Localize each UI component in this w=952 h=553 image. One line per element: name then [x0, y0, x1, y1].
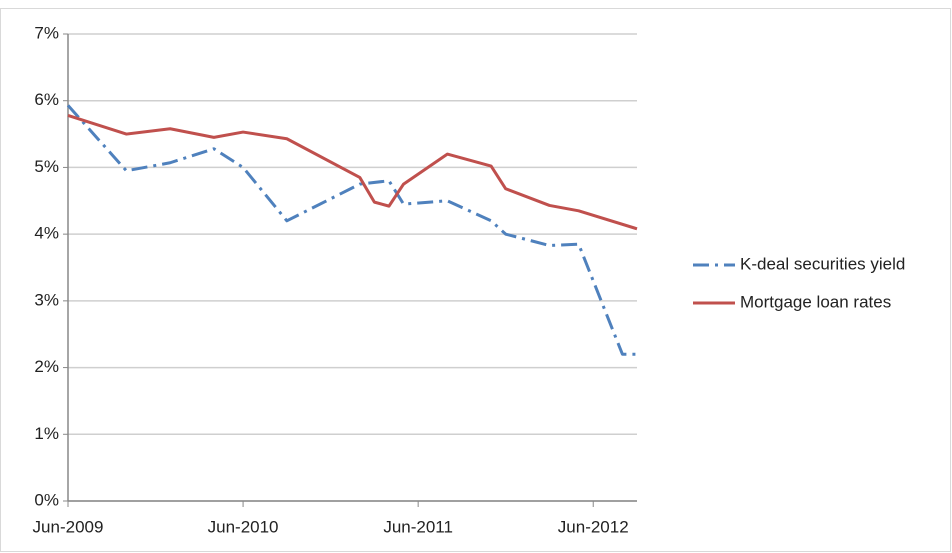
y-tick-label: 7%	[34, 23, 59, 42]
y-tick-label: 3%	[34, 290, 59, 309]
y-tick-label: 5%	[34, 157, 59, 176]
x-tick-label: Jun-2009	[33, 517, 104, 536]
x-tick-label: Jun-2012	[558, 517, 629, 536]
x-tick-label: Jun-2010	[208, 517, 279, 536]
y-tick-label: 4%	[34, 224, 59, 243]
series-line	[67, 113, 638, 231]
y-tick-label: 1%	[34, 424, 59, 443]
y-tick-label: 2%	[34, 357, 59, 376]
y-tick-label: 6%	[34, 90, 59, 109]
legend-label: Mortgage loan rates	[740, 292, 891, 311]
y-tick-label: 0%	[34, 490, 59, 509]
x-tick-label: Jun-2011	[383, 517, 453, 536]
chart-frame	[0, 8, 951, 552]
legend-label: K-deal securities yield	[740, 254, 905, 273]
